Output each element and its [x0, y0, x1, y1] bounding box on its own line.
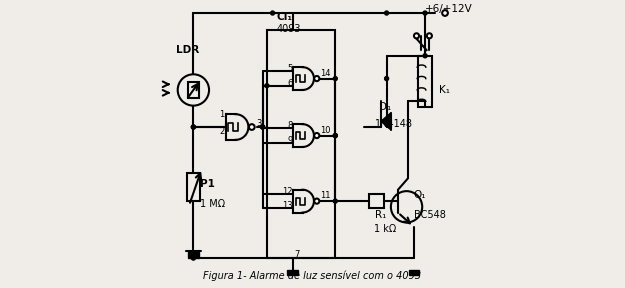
Bar — [187, 173, 199, 201]
Circle shape — [271, 11, 274, 15]
Text: LDR: LDR — [176, 45, 199, 55]
Text: Figura 1- Alarme de luz sensível com o 4093: Figura 1- Alarme de luz sensível com o 4… — [204, 270, 421, 281]
Text: 1 MΩ: 1 MΩ — [200, 199, 225, 209]
Circle shape — [423, 54, 427, 58]
Text: 1N4148: 1N4148 — [374, 119, 413, 129]
Text: 4093: 4093 — [277, 24, 301, 33]
Circle shape — [261, 125, 264, 129]
Bar — [418, 56, 432, 107]
Text: 7: 7 — [294, 250, 299, 259]
Text: 10: 10 — [320, 126, 331, 135]
Circle shape — [191, 125, 196, 129]
Circle shape — [333, 77, 338, 81]
Circle shape — [423, 11, 427, 15]
Text: 5: 5 — [287, 65, 292, 73]
Text: Q₁: Q₁ — [414, 190, 426, 200]
Text: 8: 8 — [287, 122, 292, 130]
Text: K₁: K₁ — [439, 85, 451, 95]
Text: 3: 3 — [256, 119, 261, 128]
Bar — [409, 270, 419, 275]
Text: 6: 6 — [287, 79, 292, 88]
Text: D₁: D₁ — [379, 102, 392, 112]
Circle shape — [333, 134, 338, 138]
Bar — [287, 270, 298, 275]
Circle shape — [265, 84, 269, 88]
Bar — [369, 194, 384, 208]
Circle shape — [384, 77, 389, 81]
Circle shape — [314, 133, 319, 138]
Bar — [188, 82, 199, 98]
Circle shape — [314, 198, 319, 204]
Circle shape — [191, 125, 196, 129]
Circle shape — [384, 11, 389, 15]
Text: 1: 1 — [219, 110, 224, 119]
Text: 1 kΩ: 1 kΩ — [374, 224, 396, 234]
Text: 2: 2 — [219, 127, 224, 136]
Bar — [267, 30, 335, 258]
Text: CI₁: CI₁ — [277, 12, 293, 22]
Circle shape — [333, 199, 338, 203]
Text: +6/+12V: +6/+12V — [425, 4, 473, 14]
Circle shape — [414, 33, 419, 38]
Text: 14: 14 — [320, 69, 331, 78]
Circle shape — [249, 124, 254, 130]
Circle shape — [314, 76, 319, 81]
Circle shape — [261, 125, 264, 129]
Text: 11: 11 — [320, 191, 331, 200]
Text: P1: P1 — [200, 179, 215, 189]
Text: BC548: BC548 — [414, 210, 446, 220]
Circle shape — [333, 134, 338, 138]
Circle shape — [442, 10, 448, 16]
Circle shape — [191, 256, 196, 260]
Circle shape — [427, 33, 432, 38]
Text: 12: 12 — [282, 187, 292, 196]
Text: 9: 9 — [287, 136, 292, 145]
Text: R₁: R₁ — [375, 210, 387, 220]
Polygon shape — [381, 113, 391, 130]
Bar — [188, 252, 199, 258]
Text: 13: 13 — [282, 201, 292, 210]
